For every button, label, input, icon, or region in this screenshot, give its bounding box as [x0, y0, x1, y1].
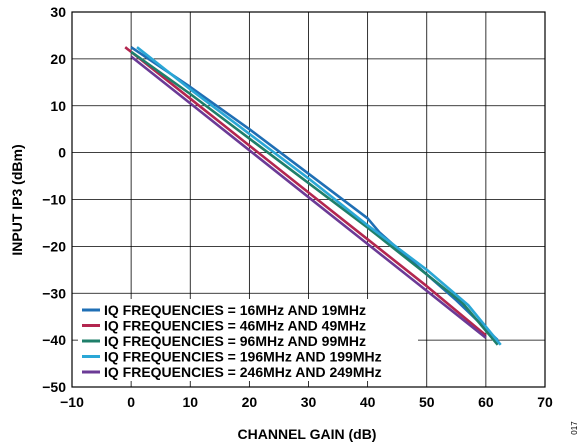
- y-tick-label: −20: [42, 238, 66, 254]
- plot-frame: [71, 11, 546, 388]
- x-tick-label: 10: [182, 394, 198, 410]
- series-line: [130, 55, 487, 339]
- x-tick-labels: −10 0 10 20 30 40 50 60 70: [60, 394, 553, 410]
- y-tick-label: 0: [58, 145, 66, 161]
- y-tick-label: −30: [42, 285, 66, 301]
- series-lines: [124, 46, 502, 346]
- y-tick-label: −50: [42, 379, 66, 395]
- y-axis-label: INPUT IP3 (dBm): [9, 144, 25, 255]
- x-tick-label: 0: [127, 394, 135, 410]
- series-line: [130, 50, 499, 346]
- y-tick-label: −10: [42, 192, 66, 208]
- x-tick-label: 20: [242, 394, 258, 410]
- y-tick-label: −40: [42, 332, 66, 348]
- legend-label: IQ FREQUENCIES = 16MHz AND 19MHz: [104, 302, 366, 318]
- figure-code: 017: [570, 421, 579, 435]
- x-tick-label: 70: [537, 394, 553, 410]
- legend-label: IQ FREQUENCIES = 46MHz AND 49MHz: [104, 318, 366, 334]
- legend-label: IQ FREQUENCIES = 196MHz AND 199MHz: [104, 349, 382, 365]
- y-tick-label: 10: [50, 98, 66, 114]
- series-line: [124, 46, 487, 337]
- series-line: [136, 46, 502, 346]
- x-tick-label: 60: [478, 394, 494, 410]
- x-tick-label: 50: [419, 394, 435, 410]
- x-tick-label: 30: [301, 394, 317, 410]
- y-tick-label: 30: [50, 4, 66, 20]
- legend-label: IQ FREQUENCIES = 96MHz AND 99MHz: [104, 333, 366, 349]
- legend-background: [78, 299, 418, 381]
- y-tick-label: 20: [50, 51, 66, 67]
- legend-label: IQ FREQUENCIES = 246MHz AND 249MHz: [104, 364, 382, 380]
- x-axis-label: CHANNEL GAIN (dB): [238, 426, 377, 442]
- y-tick-labels: 30 20 10 0 −10 −20 −30 −40 −50: [42, 4, 66, 395]
- x-tick-label: 40: [360, 394, 376, 410]
- x-tick-label: −10: [60, 394, 84, 410]
